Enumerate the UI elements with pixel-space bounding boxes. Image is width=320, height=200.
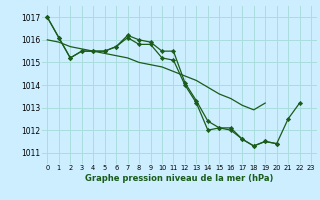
- X-axis label: Graphe pression niveau de la mer (hPa): Graphe pression niveau de la mer (hPa): [85, 174, 273, 183]
